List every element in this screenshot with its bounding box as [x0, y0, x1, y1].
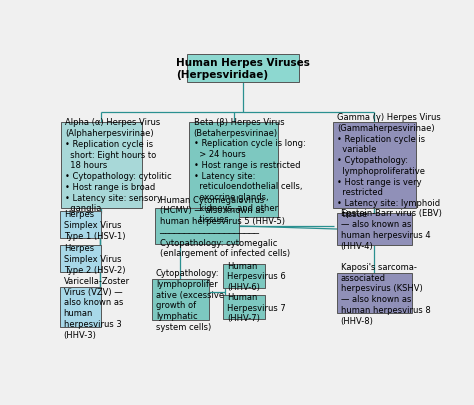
Text: Human Cytomegalovirus
(HCMV) — also known as
human herpesvirus 5 (HHV-5)
───────: Human Cytomegalovirus (HCMV) — also know… [160, 195, 290, 258]
FancyBboxPatch shape [337, 274, 412, 313]
FancyBboxPatch shape [60, 246, 101, 273]
FancyBboxPatch shape [223, 295, 265, 320]
FancyBboxPatch shape [155, 208, 238, 245]
Text: Herpes
Simplex Virus
Type 1 (HSV-1): Herpes Simplex Virus Type 1 (HSV-1) [64, 209, 125, 240]
Text: Gamma (γ) Herpes Virus
(Gammaherpesvirinae)
• Replication cycle is
  variable
• : Gamma (γ) Herpes Virus (Gammaherpesvirin… [337, 113, 441, 218]
Text: Human
Herpesvirus 7
(HHV-7): Human Herpesvirus 7 (HHV-7) [228, 292, 286, 323]
Text: Kaposi's sarcoma-
associated
herpesvirus (KSHV)
— also known as
human herpesviru: Kaposi's sarcoma- associated herpesvirus… [341, 262, 430, 325]
Text: Herpes
Simplex Virus
Type 2 (HSV-2): Herpes Simplex Virus Type 2 (HSV-2) [64, 244, 125, 274]
Text: Alpha (α) Herpes Virus
(Alphaherpesvirinae)
• Replication cycle is
  short: Eigh: Alpha (α) Herpes Virus (Alphaherpesvirin… [65, 118, 172, 213]
FancyBboxPatch shape [152, 279, 209, 320]
Text: Human
Herpesvirus 6
(HHV-6): Human Herpesvirus 6 (HHV-6) [228, 261, 286, 292]
FancyBboxPatch shape [190, 122, 278, 218]
Text: Epstein-Barr virus (EBV)
— also known as
human herpesvirus 4
(HHV-4): Epstein-Barr virus (EBV) — also known as… [341, 209, 441, 250]
Text: Beta (β) Herpes Virus
(Betaherpesvirinae)
• Replication cycle is long:
  > 24 ho: Beta (β) Herpes Virus (Betaherpesvirinae… [193, 117, 305, 223]
FancyBboxPatch shape [223, 264, 265, 288]
FancyBboxPatch shape [187, 55, 299, 83]
FancyBboxPatch shape [333, 122, 416, 209]
FancyBboxPatch shape [60, 211, 101, 238]
FancyBboxPatch shape [337, 214, 412, 245]
Text: Human Herpes Viruses
(Herpesviridae): Human Herpes Viruses (Herpesviridae) [176, 58, 310, 80]
Text: Varicella-Zoster
Virus (VZV) —
also known as
human
herpesvirus 3
(HHV-3): Varicella-Zoster Virus (VZV) — also know… [64, 276, 130, 339]
FancyBboxPatch shape [61, 122, 142, 209]
FancyBboxPatch shape [60, 288, 101, 327]
Text: Cytopathology:
lymphoprolifer
ative (excessive
growth of
lymphatic
system cells): Cytopathology: lymphoprolifer ative (exc… [156, 269, 224, 331]
